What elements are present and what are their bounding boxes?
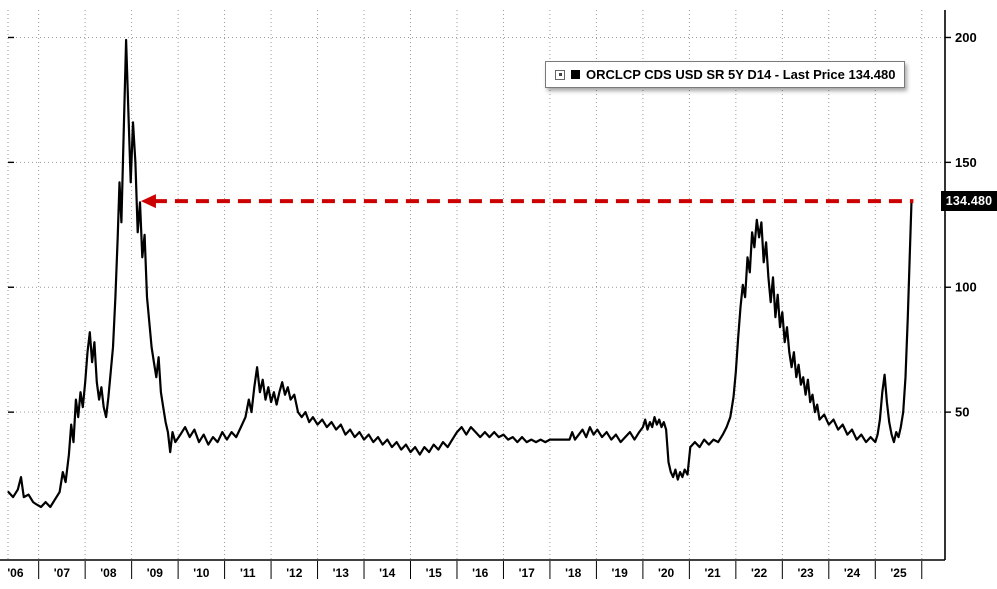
x-tick-label: '10 bbox=[193, 566, 210, 580]
x-tick-label: '23 bbox=[797, 566, 814, 580]
x-tick-label: '24 bbox=[843, 566, 861, 580]
x-tick-label: '06 bbox=[7, 566, 24, 580]
x-tick-label: '16 bbox=[472, 566, 489, 580]
comparison-arrowhead-icon bbox=[140, 194, 156, 209]
last-price-tag: 134.480 bbox=[941, 191, 997, 212]
x-tick-label: '22 bbox=[750, 566, 768, 580]
x-tick-label: '19 bbox=[611, 566, 628, 580]
x-tick-label: '14 bbox=[379, 566, 396, 580]
price-line bbox=[7, 38, 913, 509]
x-tick-label: '11 bbox=[240, 566, 256, 580]
x-tick-label: '09 bbox=[146, 566, 163, 580]
legend-toggle-dot bbox=[558, 73, 562, 76]
x-tick-label: '21 bbox=[704, 566, 721, 580]
x-tick-label: '08 bbox=[100, 566, 117, 580]
x-tick-label: '18 bbox=[565, 566, 582, 580]
x-tick-label: '07 bbox=[53, 566, 71, 580]
y-tick-label: 200 bbox=[955, 30, 977, 45]
y-tick-label: 100 bbox=[955, 280, 977, 295]
chart-legend[interactable]: ORCLCP CDS USD SR 5Y D14 - Last Price 13… bbox=[545, 61, 906, 88]
x-tick-label: '25 bbox=[890, 566, 907, 580]
x-tick-label: '20 bbox=[658, 566, 675, 580]
x-tick-label: '17 bbox=[518, 566, 535, 580]
x-tick-label: '13 bbox=[332, 566, 349, 580]
y-tick-label: 150 bbox=[955, 155, 977, 170]
legend-label: ORCLCP CDS USD SR 5Y D14 - Last Price 13… bbox=[586, 67, 896, 82]
x-tick-label: '12 bbox=[286, 566, 303, 580]
y-tick-label: 50 bbox=[955, 405, 969, 420]
x-tick-label: '15 bbox=[425, 566, 442, 580]
legend-series-marker-icon bbox=[571, 70, 580, 79]
legend-toggle-icon[interactable] bbox=[555, 69, 565, 80]
